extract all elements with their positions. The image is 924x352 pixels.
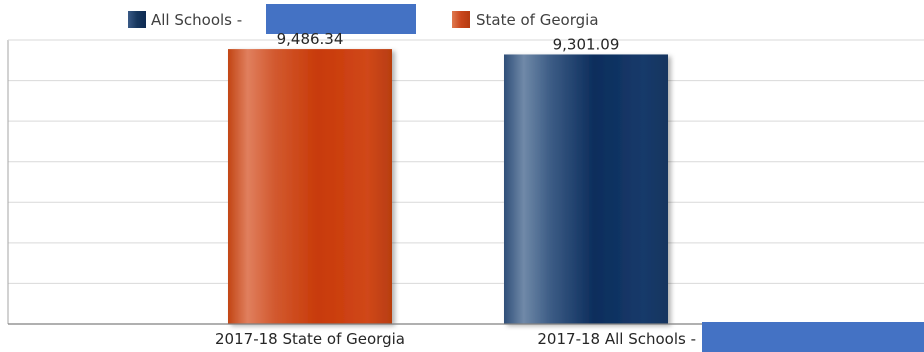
- plot-background: [8, 40, 924, 324]
- legend-label-state-of-georgia: State of Georgia: [476, 11, 599, 29]
- gridlines: [8, 80, 924, 284]
- legend-swatch-all-schools: [128, 11, 146, 28]
- data-labels: 9,486.34 9,301.09: [277, 30, 620, 53]
- data-label: 9,301.09: [553, 35, 620, 53]
- legend-label-all-schools: All Schools -: [151, 11, 242, 29]
- redaction-box-category: [702, 322, 924, 352]
- legend-item-all-schools[interactable]: All Schools -: [128, 4, 416, 34]
- legend: All Schools - State of Georgia: [128, 4, 599, 34]
- data-label: 9,486.34: [277, 30, 344, 48]
- redaction-box-legend: [266, 4, 416, 34]
- category-labels: 2017-18 State of Georgia 2017-18 All Scho…: [215, 330, 696, 348]
- bar-all-schools[interactable]: [504, 54, 668, 324]
- bars: [228, 49, 668, 325]
- bar-state-of-georgia[interactable]: [228, 49, 392, 325]
- category-label: 2017-18 All Schools -: [537, 330, 696, 348]
- legend-item-state-of-georgia[interactable]: State of Georgia: [452, 11, 599, 29]
- legend-swatch-state-of-georgia: [452, 11, 470, 28]
- plot-area: [7, 39, 924, 324]
- category-label: 2017-18 State of Georgia: [215, 330, 405, 348]
